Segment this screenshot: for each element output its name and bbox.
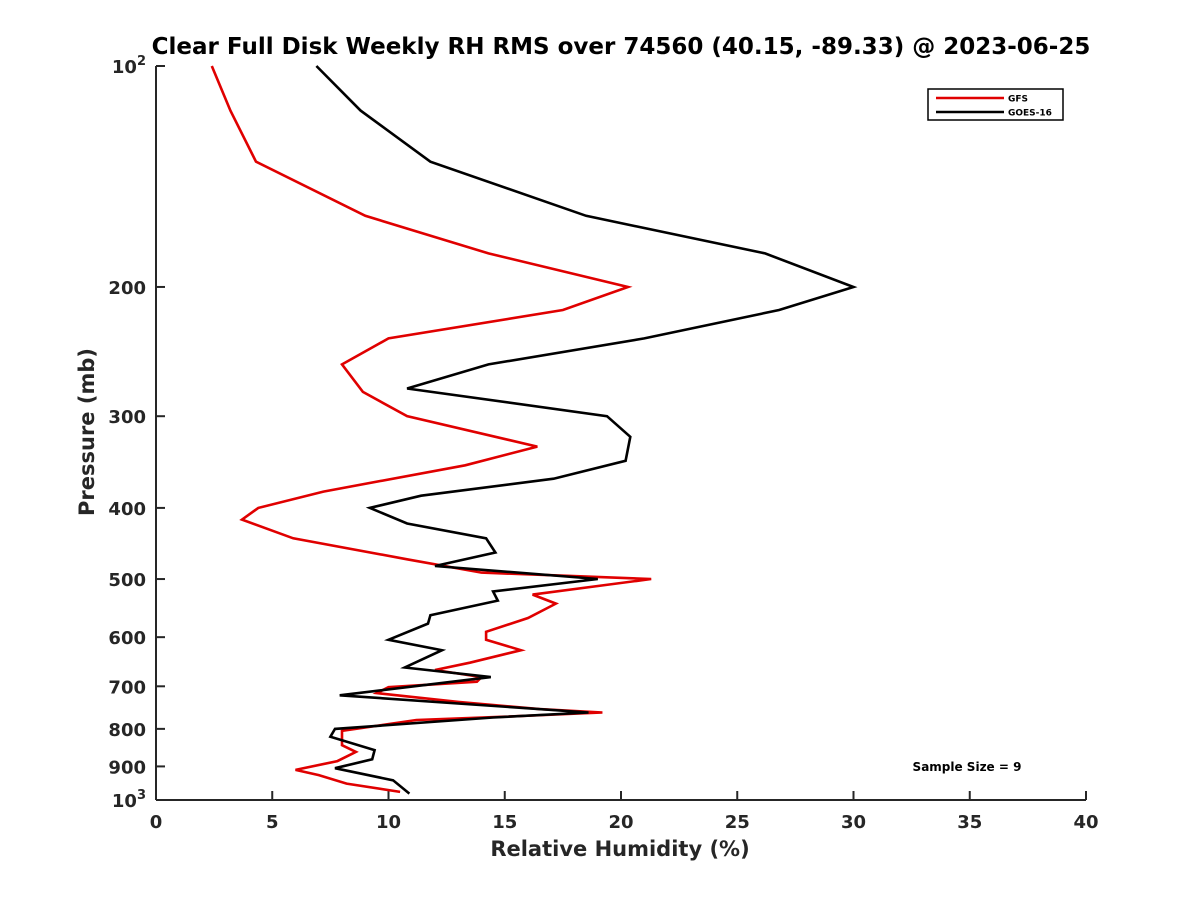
y-tick-label: 300 [108,407,146,428]
y-tick-label: 700 [108,677,146,698]
x-tick-label: 5 [266,812,279,833]
chart-title: Clear Full Disk Weekly RH RMS over 74560… [152,34,1091,60]
y-tick-label: 102 [112,54,146,78]
x-tick-label: 35 [957,812,982,833]
legend-label: GFS [1008,95,1028,105]
x-tick-label: 20 [608,812,633,833]
x-axis: 0 5 10 15 20 25 30 35 40 [150,791,1099,833]
x-tick-label: 40 [1073,812,1098,833]
legend-label: GOES-16 [1008,109,1052,119]
y-tick-label-base: 10 [112,791,137,812]
x-tick-label: 0 [150,812,163,833]
y-tick-label-exponent: 2 [137,54,146,69]
series-line-goes-16 [315,65,858,795]
y-tick-label: 600 [108,628,146,649]
y-tick-label: 800 [108,720,146,741]
y-tick-label: 500 [108,570,146,591]
plot-area [155,66,1086,801]
legend-box [927,88,1064,121]
y-tick-label: 200 [108,278,146,299]
series-lines [210,65,858,795]
x-axis-label: Relative Humidity (%) [490,837,749,861]
legend: GFS GOES-16 [927,88,1064,121]
y-tick-label: 103 [112,788,146,812]
x-tick-label: 10 [376,812,401,833]
x-tick-label: 30 [841,812,866,833]
y-tick-label: 900 [108,757,146,778]
y-axis-label: Pressure (mb) [75,348,99,516]
x-tick-label: 15 [492,812,517,833]
y-tick-label: 400 [108,499,146,520]
y-tick-label-base: 10 [112,57,137,78]
x-tick-label: 25 [725,812,750,833]
y-tick-label-exponent: 3 [137,788,146,803]
sample-size-annotation: Sample Size = 9 [913,760,1022,774]
